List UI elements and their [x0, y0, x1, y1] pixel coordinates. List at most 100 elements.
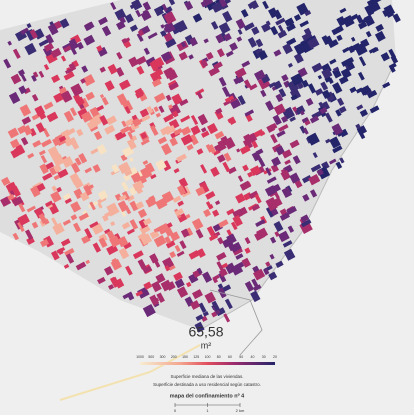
city-block — [195, 314, 204, 322]
city-block — [123, 173, 131, 182]
legend-labels: 1000 500 300 200 150 125 100 80 60 50 40 30 20 — [136, 355, 277, 359]
city-block — [284, 159, 291, 165]
city-block — [11, 196, 24, 207]
city-block — [241, 257, 251, 268]
city-block — [132, 117, 142, 127]
city-block — [268, 82, 277, 89]
city-block — [99, 115, 109, 126]
city-block — [99, 94, 105, 99]
city-block — [196, 91, 203, 100]
city-block — [176, 153, 187, 163]
city-block — [96, 45, 103, 52]
city-block — [277, 24, 285, 34]
city-block — [359, 85, 372, 96]
city-block — [177, 200, 184, 207]
city-block — [26, 23, 32, 29]
city-block — [275, 260, 284, 268]
city-block — [8, 91, 21, 104]
city-block — [228, 116, 237, 125]
city-block — [188, 250, 200, 260]
city-block — [60, 90, 73, 103]
city-block — [332, 145, 343, 154]
city-block — [232, 215, 243, 227]
city-block — [216, 48, 225, 58]
city-block — [358, 56, 367, 67]
city-block — [255, 38, 264, 48]
city-block — [74, 157, 82, 166]
city-block — [205, 190, 216, 200]
city-block — [197, 113, 209, 126]
caption: Superficie mediana de las viviendas. — [170, 374, 243, 379]
city-block — [198, 302, 207, 313]
city-block — [172, 110, 179, 118]
city-block — [63, 263, 70, 269]
city-block — [139, 233, 153, 246]
city-block — [273, 80, 283, 90]
city-block — [358, 71, 365, 81]
city-block — [250, 0, 259, 10]
city-block — [151, 78, 162, 88]
city-block — [78, 153, 88, 164]
city-block — [336, 97, 345, 106]
city-block — [85, 259, 91, 265]
city-block — [342, 47, 350, 54]
city-block — [355, 14, 364, 24]
city-block — [200, 59, 209, 68]
city-block — [253, 69, 266, 81]
city-block — [329, 136, 341, 149]
city-block — [336, 34, 343, 42]
city-block — [140, 132, 148, 140]
legend-bar — [140, 362, 275, 365]
city-block — [195, 186, 206, 197]
city-block — [101, 25, 112, 37]
city-block — [89, 106, 100, 118]
city-block — [135, 91, 144, 99]
coast-beach — [59, 344, 201, 401]
city-block — [226, 233, 237, 245]
city-block — [335, 161, 343, 170]
city-block — [128, 125, 136, 134]
city-block — [253, 268, 266, 281]
city-block — [190, 114, 199, 125]
city-block — [142, 265, 153, 274]
city-block — [153, 235, 167, 248]
city-block — [70, 162, 81, 174]
city-block — [161, 191, 175, 204]
city-block — [340, 67, 352, 79]
city-block — [350, 36, 356, 42]
city-block — [124, 13, 134, 24]
scale-label: 0 — [174, 408, 177, 413]
city-block — [7, 40, 12, 46]
city-block — [325, 35, 335, 47]
city-block — [38, 70, 45, 78]
city-block — [72, 222, 82, 233]
city-block — [293, 42, 307, 56]
city-block — [332, 82, 343, 94]
city-block — [199, 181, 210, 194]
city-block — [196, 148, 204, 155]
city-block — [176, 250, 185, 257]
city-block — [146, 105, 154, 114]
city-block — [191, 289, 203, 300]
city-block — [26, 205, 36, 213]
city-block — [284, 17, 295, 27]
city-block — [157, 136, 168, 145]
city-block — [185, 227, 194, 237]
scale-label: 2 km — [236, 408, 245, 413]
city-block — [160, 30, 167, 37]
city-block — [231, 221, 238, 231]
city-block — [158, 105, 165, 114]
city-block — [305, 97, 314, 106]
city-block — [53, 163, 62, 173]
city-block — [84, 167, 93, 174]
city-block — [324, 112, 333, 123]
city-block — [172, 195, 182, 203]
city-block — [227, 166, 237, 175]
city-block — [244, 247, 251, 254]
city-block — [188, 54, 194, 60]
city-block — [257, 50, 268, 61]
city-block — [232, 208, 243, 220]
city-block — [230, 99, 242, 109]
city-block — [86, 119, 99, 130]
city-block — [76, 41, 84, 50]
